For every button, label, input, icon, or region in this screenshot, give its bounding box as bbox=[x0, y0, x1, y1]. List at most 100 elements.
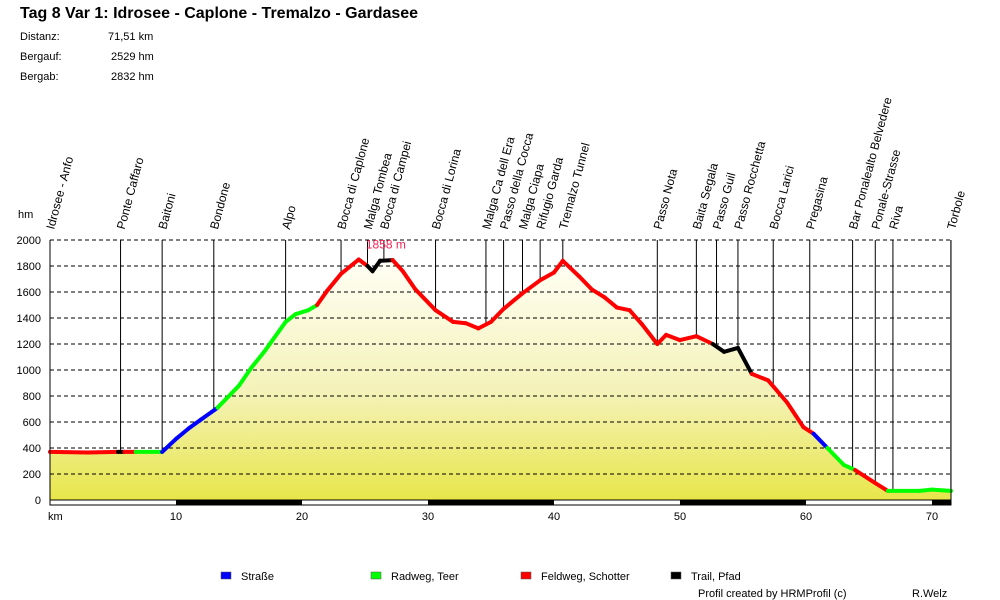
profile-segment bbox=[186, 417, 204, 431]
stat-value: 71,51 km bbox=[108, 31, 154, 43]
profile-segment bbox=[293, 308, 311, 317]
stat-value: 2529 hm bbox=[111, 51, 154, 63]
profile-segment bbox=[433, 308, 456, 324]
profile-segment bbox=[841, 462, 858, 473]
profile-segment bbox=[614, 305, 632, 313]
waypoint-label: Riva bbox=[886, 204, 906, 231]
y-tick-label: 1800 bbox=[17, 261, 41, 273]
waypoint-label: Alpo bbox=[279, 204, 299, 231]
y-tick-label: 2000 bbox=[17, 235, 41, 247]
profile-segment bbox=[825, 446, 846, 467]
profile-segment bbox=[283, 312, 298, 324]
y-tick-label: 200 bbox=[23, 469, 41, 481]
y-tick-label: 1000 bbox=[17, 365, 41, 377]
profile-area bbox=[50, 259, 951, 500]
legend-swatch bbox=[220, 571, 232, 580]
profile-segment bbox=[215, 383, 241, 410]
y-tick-label: 1200 bbox=[17, 339, 41, 351]
legend-swatch bbox=[670, 571, 682, 580]
x-tick-label: 10 bbox=[170, 511, 182, 523]
waypoint-label: Idrosee - Anfo bbox=[43, 155, 76, 231]
profile-segment bbox=[173, 426, 191, 441]
profile-segment bbox=[560, 258, 582, 279]
x-tick-label: 40 bbox=[548, 511, 560, 523]
stat-distance: Distanz: 71,51 km bbox=[20, 31, 153, 43]
profile-segment bbox=[488, 306, 506, 324]
profile-segment bbox=[476, 319, 493, 331]
stat-label: Bergab: bbox=[20, 71, 59, 83]
waypoint-label: Torbole bbox=[944, 189, 968, 231]
profile-segment bbox=[766, 378, 790, 405]
x-tick-label: 70 bbox=[926, 511, 938, 523]
profile-segment bbox=[640, 322, 660, 346]
profile-segment bbox=[577, 274, 594, 292]
profile-segment bbox=[451, 319, 468, 326]
profile-segment bbox=[262, 319, 288, 354]
chart-title: Tag 8 Var 1: Idrosee - Caplone - Tremalz… bbox=[20, 5, 419, 22]
profile-segment bbox=[413, 287, 438, 313]
profile-segment bbox=[378, 258, 395, 263]
waypoint-label: Passo Nota bbox=[651, 167, 681, 231]
profile-segment bbox=[929, 487, 953, 493]
waypoint-label: Bocca Larici bbox=[767, 164, 797, 231]
y-tick-label: 600 bbox=[23, 417, 41, 429]
waypoint-label: Pregasina bbox=[803, 175, 831, 231]
waypoint-label: Baitoni bbox=[156, 192, 179, 231]
profile-segment bbox=[199, 405, 220, 422]
y-tick-label: 800 bbox=[23, 391, 41, 403]
profile-segment bbox=[236, 365, 254, 388]
profile-segment bbox=[785, 400, 806, 430]
y-tick-label: 0 bbox=[35, 495, 41, 507]
profile-segment bbox=[339, 257, 361, 276]
profile-segment bbox=[917, 487, 934, 493]
stat-label: Distanz: bbox=[20, 31, 60, 43]
profile-segment bbox=[520, 278, 543, 296]
x-tick-label: 50 bbox=[674, 511, 686, 523]
waypoint-label: Bondone bbox=[207, 180, 233, 230]
profile-segment bbox=[627, 308, 645, 327]
profile-segment bbox=[694, 334, 715, 346]
stat-descent: Bergab: 2832 hm bbox=[20, 71, 154, 83]
legend-label: Trail, Pfad bbox=[691, 571, 741, 583]
legend-label: Straße bbox=[241, 571, 274, 583]
profile-segment bbox=[370, 258, 383, 274]
legend-swatch bbox=[520, 571, 532, 580]
footer-author: R.Welz bbox=[912, 588, 947, 600]
profile-segment bbox=[538, 270, 556, 283]
profile-segment bbox=[325, 271, 344, 293]
x-axis-bar-segment bbox=[427, 500, 554, 505]
legend-label: Feldweg, Schotter bbox=[541, 571, 630, 583]
profile-segment bbox=[722, 345, 740, 354]
x-tick-label: 20 bbox=[296, 511, 308, 523]
profile-segment bbox=[735, 345, 754, 376]
profile-segment bbox=[160, 436, 178, 454]
profile-segment bbox=[48, 449, 90, 455]
legend-swatch bbox=[370, 571, 382, 580]
x-tick-label: 30 bbox=[422, 511, 434, 523]
profile-segment bbox=[463, 321, 481, 331]
y-axis-label: hm bbox=[18, 209, 33, 221]
y-tick-label: 1600 bbox=[17, 287, 41, 299]
profile-segment bbox=[749, 371, 771, 383]
profile-segment bbox=[315, 288, 330, 307]
profile-segment bbox=[551, 258, 565, 275]
y-tick-label: 400 bbox=[23, 443, 41, 455]
legend-label: Radweg, Teer bbox=[391, 571, 459, 583]
x-tick-label: 60 bbox=[800, 511, 812, 523]
x-axis-bar-segment bbox=[679, 500, 806, 505]
profile-segment bbox=[710, 342, 727, 354]
profile-segment bbox=[873, 481, 890, 493]
profile-segment bbox=[664, 332, 682, 343]
profile-segment bbox=[589, 287, 607, 300]
waypoint-label: Ponte Caffaro bbox=[114, 156, 147, 231]
profile-segment bbox=[811, 431, 830, 450]
y-tick-label: 1400 bbox=[17, 313, 41, 325]
waypoint-label: Passo Rocchetta bbox=[731, 139, 768, 231]
x-axis-label: km bbox=[48, 511, 63, 523]
profile-segment bbox=[677, 334, 699, 343]
profile-segment bbox=[85, 449, 121, 455]
stat-value: 2832 hm bbox=[111, 71, 154, 83]
waypoint-label: Tremalzo Tunnel bbox=[556, 141, 593, 231]
profile-segment bbox=[400, 269, 418, 292]
